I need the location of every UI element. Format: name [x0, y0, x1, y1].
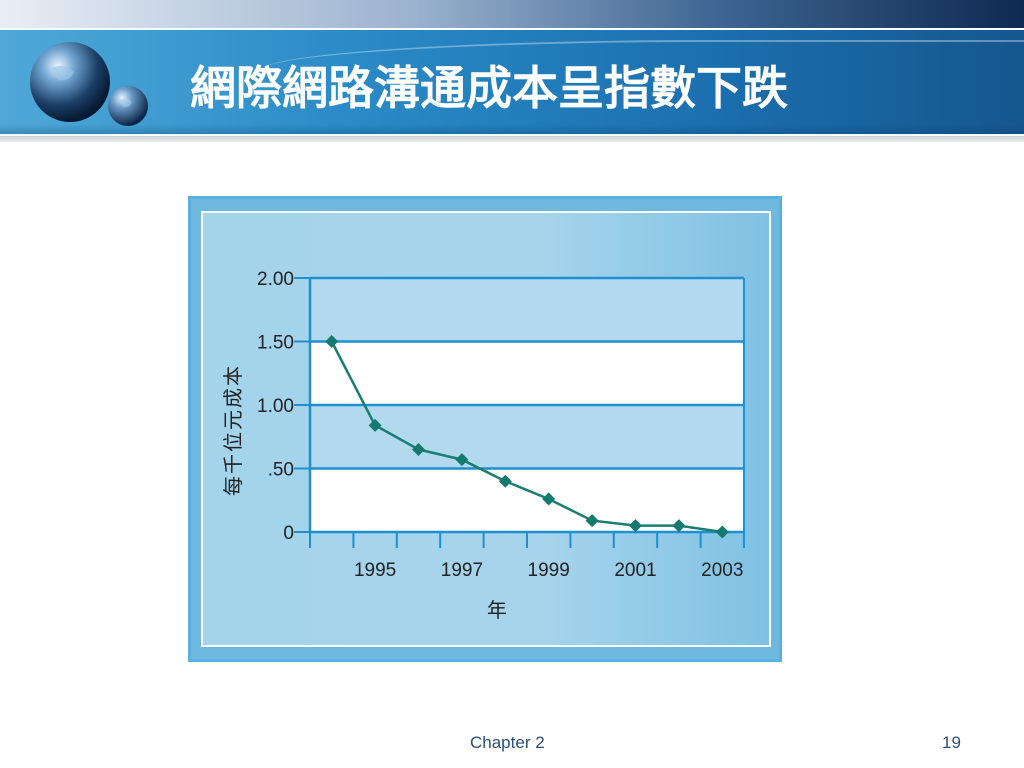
y-tick-label: 2.00 [257, 269, 294, 290]
y-tick-label: 1.50 [257, 333, 294, 354]
y-tick-label: .50 [268, 460, 294, 481]
x-tick-label: 1999 [528, 560, 570, 581]
globe-logo-icon [30, 42, 148, 126]
x-tick-label: 2001 [614, 560, 656, 581]
data-point [715, 525, 729, 539]
plot-band [310, 468, 744, 532]
data-point [455, 453, 469, 467]
data-point [585, 514, 599, 528]
y-axis-title: 每千位元成本 [221, 364, 245, 496]
y-tick-label: 1.00 [257, 396, 294, 417]
plot-band [310, 405, 744, 469]
slide-title: 網際網路溝通成本呈指數下跌 [190, 61, 788, 115]
data-point [325, 335, 339, 348]
header-swoosh-decoration [260, 40, 1024, 102]
x-tick-label: 1995 [354, 560, 396, 581]
header-top-band [0, 0, 1024, 28]
data-point [368, 418, 382, 432]
title-bar [0, 30, 1024, 134]
data-point [498, 474, 512, 488]
x-tick-label: 2003 [701, 560, 743, 581]
data-point [412, 442, 425, 456]
plot-band [310, 278, 744, 342]
header-underline [0, 136, 1024, 142]
x-axis-title: 年 [487, 598, 507, 622]
data-point [672, 519, 686, 533]
data-point [542, 492, 556, 506]
footer-page-number: 19 [942, 733, 961, 752]
x-tick-label: 1997 [441, 560, 483, 581]
footer-chapter: Chapter 2 [470, 733, 545, 752]
y-tick-label: 0 [283, 523, 294, 544]
series-line [330, 340, 723, 534]
plot-band [310, 341, 744, 405]
data-point [629, 519, 642, 533]
